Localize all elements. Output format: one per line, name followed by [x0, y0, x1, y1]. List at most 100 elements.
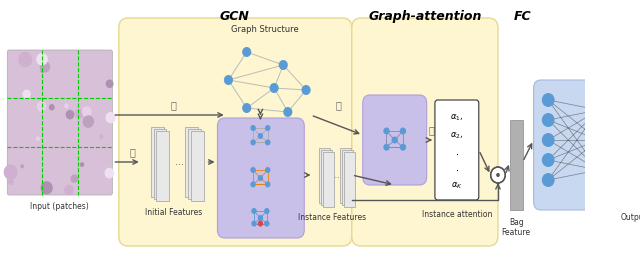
- Circle shape: [496, 173, 500, 177]
- Circle shape: [542, 173, 555, 187]
- Circle shape: [252, 208, 257, 214]
- FancyBboxPatch shape: [218, 118, 304, 238]
- Circle shape: [75, 109, 84, 119]
- Text: Graph-attention: Graph-attention: [368, 10, 481, 23]
- Circle shape: [250, 139, 256, 146]
- Circle shape: [36, 136, 40, 141]
- Circle shape: [258, 175, 263, 181]
- Circle shape: [252, 221, 257, 227]
- FancyBboxPatch shape: [435, 100, 479, 200]
- Circle shape: [542, 113, 555, 127]
- Circle shape: [258, 215, 263, 221]
- Circle shape: [104, 168, 115, 179]
- Circle shape: [592, 103, 605, 117]
- Circle shape: [8, 179, 13, 185]
- Circle shape: [301, 85, 310, 95]
- Circle shape: [400, 144, 406, 151]
- FancyBboxPatch shape: [344, 151, 355, 206]
- Circle shape: [49, 104, 54, 110]
- Text: Input (patches): Input (patches): [30, 202, 89, 211]
- Circle shape: [542, 153, 555, 167]
- FancyBboxPatch shape: [186, 127, 198, 197]
- Circle shape: [40, 61, 50, 72]
- Circle shape: [70, 174, 78, 183]
- Text: Ⓑ: Ⓑ: [129, 147, 136, 157]
- Circle shape: [592, 133, 605, 147]
- Circle shape: [83, 115, 94, 128]
- FancyBboxPatch shape: [510, 120, 523, 210]
- Circle shape: [265, 125, 271, 131]
- Circle shape: [36, 101, 46, 112]
- FancyBboxPatch shape: [156, 131, 169, 201]
- Text: $\cdot$: $\cdot$: [455, 165, 459, 175]
- Text: Instance attention: Instance attention: [422, 210, 492, 219]
- Text: Instance Features: Instance Features: [298, 213, 365, 222]
- Circle shape: [265, 181, 271, 187]
- Circle shape: [250, 125, 256, 131]
- Circle shape: [258, 221, 263, 227]
- Text: Graph Structure: Graph Structure: [231, 25, 299, 34]
- Circle shape: [542, 133, 555, 147]
- Circle shape: [491, 167, 506, 183]
- Circle shape: [80, 162, 84, 167]
- FancyBboxPatch shape: [151, 127, 164, 197]
- Circle shape: [284, 107, 292, 117]
- FancyBboxPatch shape: [628, 115, 639, 205]
- FancyBboxPatch shape: [323, 151, 335, 206]
- Text: Output: Output: [621, 213, 640, 222]
- Circle shape: [106, 79, 113, 88]
- Text: $\alpha_1,$: $\alpha_1,$: [450, 113, 463, 123]
- Circle shape: [542, 93, 555, 107]
- Text: Ⓒ: Ⓒ: [428, 125, 434, 135]
- Circle shape: [258, 133, 263, 139]
- Circle shape: [64, 185, 74, 195]
- Circle shape: [250, 167, 256, 173]
- Circle shape: [392, 136, 398, 143]
- Circle shape: [22, 90, 31, 99]
- Text: ·: ·: [496, 168, 500, 182]
- Text: FC: FC: [514, 10, 531, 23]
- Text: Bag
Feature: Bag Feature: [502, 218, 531, 237]
- Text: Initial Features: Initial Features: [145, 208, 202, 217]
- Circle shape: [106, 168, 112, 174]
- FancyBboxPatch shape: [188, 129, 201, 199]
- Text: ...: ...: [332, 171, 340, 180]
- Circle shape: [278, 60, 288, 70]
- Circle shape: [40, 181, 52, 195]
- Circle shape: [269, 83, 278, 93]
- FancyBboxPatch shape: [154, 129, 166, 199]
- FancyBboxPatch shape: [319, 148, 330, 203]
- Circle shape: [265, 139, 271, 146]
- Circle shape: [264, 221, 269, 227]
- Text: ...: ...: [175, 157, 184, 167]
- FancyBboxPatch shape: [119, 18, 352, 246]
- FancyBboxPatch shape: [340, 148, 351, 203]
- Circle shape: [400, 127, 406, 134]
- FancyBboxPatch shape: [191, 131, 204, 201]
- Text: Ⓒ: Ⓒ: [335, 100, 341, 110]
- Circle shape: [383, 127, 390, 134]
- Circle shape: [242, 47, 252, 57]
- Circle shape: [242, 103, 252, 113]
- Circle shape: [18, 52, 32, 67]
- Circle shape: [264, 208, 269, 214]
- Text: Ⓐ: Ⓐ: [171, 100, 177, 110]
- Text: $\alpha_2,$: $\alpha_2,$: [450, 131, 463, 141]
- Circle shape: [106, 112, 116, 123]
- Text: $\alpha_K$: $\alpha_K$: [451, 181, 463, 191]
- Circle shape: [383, 144, 390, 151]
- Circle shape: [40, 69, 44, 73]
- Circle shape: [592, 163, 605, 177]
- Circle shape: [224, 75, 233, 85]
- Circle shape: [64, 103, 69, 108]
- FancyBboxPatch shape: [352, 18, 498, 246]
- FancyBboxPatch shape: [342, 149, 353, 205]
- Circle shape: [82, 106, 92, 117]
- FancyBboxPatch shape: [321, 149, 332, 205]
- Circle shape: [99, 134, 104, 139]
- Circle shape: [4, 165, 17, 180]
- Text: $\cdot$: $\cdot$: [455, 149, 459, 159]
- Circle shape: [20, 164, 24, 168]
- Text: GCN: GCN: [220, 10, 250, 23]
- FancyBboxPatch shape: [363, 95, 427, 185]
